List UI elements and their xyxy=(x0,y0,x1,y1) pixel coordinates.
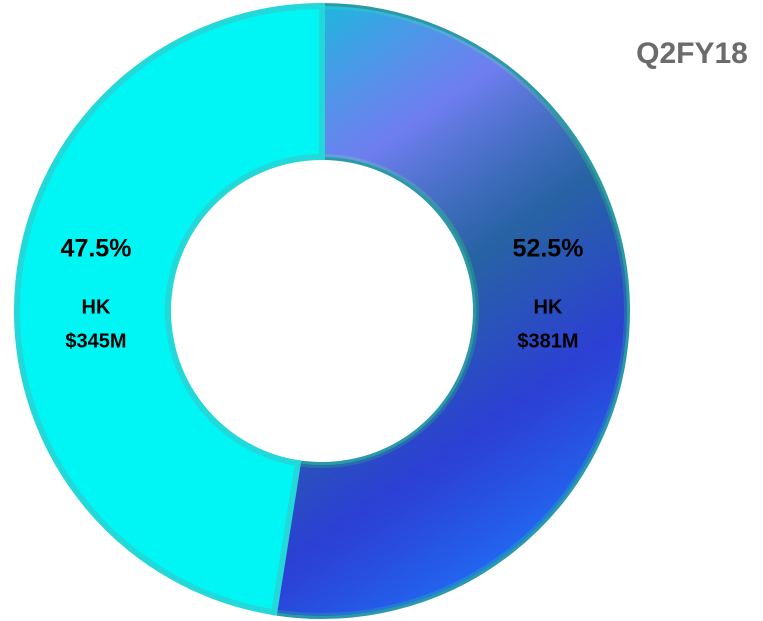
donut-slice xyxy=(14,2,325,616)
slice-shading xyxy=(274,6,627,617)
category-label: HK xyxy=(534,296,563,318)
category-label: HK xyxy=(82,296,111,318)
donut xyxy=(14,2,630,619)
chart-title: Q2FY18 xyxy=(636,37,748,70)
amount-label: $345M xyxy=(65,330,126,352)
value-label: 52.5% xyxy=(513,235,584,263)
value-label: 47.5% xyxy=(61,235,132,263)
amount-label: $381M xyxy=(517,330,578,352)
